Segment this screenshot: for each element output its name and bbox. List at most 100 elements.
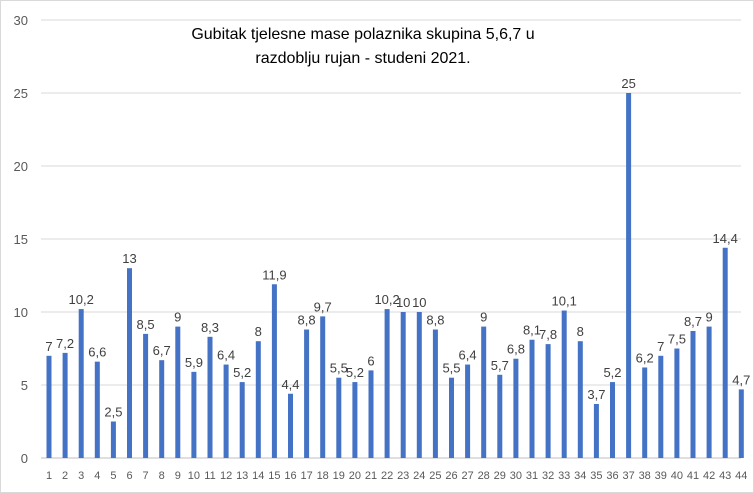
data-label: 5,2 bbox=[233, 365, 251, 380]
x-tick-label: 31 bbox=[526, 470, 538, 482]
data-label: 7 bbox=[657, 339, 664, 354]
bar bbox=[432, 329, 438, 458]
data-label: 14,4 bbox=[713, 231, 738, 246]
bar bbox=[191, 371, 197, 458]
data-label: 10,2 bbox=[69, 292, 94, 307]
data-label: 6,7 bbox=[153, 343, 171, 358]
x-tick-label: 9 bbox=[175, 470, 181, 482]
x-tick-label: 39 bbox=[655, 470, 667, 482]
x-tick-label: 11 bbox=[204, 470, 215, 482]
bar bbox=[271, 284, 277, 458]
x-tick-label: 15 bbox=[268, 470, 280, 482]
y-tick-label: 25 bbox=[14, 86, 28, 101]
x-tick-label: 33 bbox=[558, 470, 570, 482]
chart-title-line2: razdoblju rujan - studeni 2021. bbox=[255, 50, 471, 67]
bar bbox=[368, 370, 374, 458]
data-label: 6 bbox=[367, 353, 374, 368]
bar bbox=[626, 93, 632, 458]
data-label: 8 bbox=[255, 324, 262, 339]
bar bbox=[674, 348, 680, 458]
y-tick-label: 20 bbox=[14, 159, 28, 174]
x-tick-label: 28 bbox=[478, 470, 490, 482]
data-label: 7,5 bbox=[668, 332, 686, 347]
x-tick-label: 4 bbox=[94, 470, 100, 482]
x-tick-label: 35 bbox=[590, 470, 602, 482]
x-tick-label: 37 bbox=[622, 470, 634, 482]
bar bbox=[690, 330, 696, 458]
x-tick-label: 23 bbox=[397, 470, 409, 482]
bar bbox=[78, 309, 84, 458]
data-label: 5,2 bbox=[346, 365, 364, 380]
x-tick-label: 18 bbox=[317, 470, 329, 482]
x-tick-label: 30 bbox=[510, 470, 522, 482]
y-tick-label: 0 bbox=[21, 451, 28, 466]
data-label: 9 bbox=[480, 310, 487, 325]
y-tick-label: 10 bbox=[14, 305, 28, 320]
bar bbox=[255, 341, 261, 458]
data-label: 8,8 bbox=[298, 313, 316, 328]
bar bbox=[336, 377, 342, 458]
x-tick-label: 2 bbox=[62, 470, 68, 482]
data-label: 10 bbox=[412, 295, 426, 310]
x-tick-label: 42 bbox=[703, 470, 715, 482]
data-label: 5,9 bbox=[185, 355, 203, 370]
x-tick-label: 40 bbox=[671, 470, 683, 482]
x-tick-label: 12 bbox=[220, 470, 232, 482]
x-tick-label: 8 bbox=[159, 470, 165, 482]
x-tick-label: 44 bbox=[735, 470, 747, 482]
x-tick-label: 29 bbox=[494, 470, 506, 482]
data-label: 6,4 bbox=[217, 348, 235, 363]
bar bbox=[610, 382, 615, 458]
data-label: 5,2 bbox=[603, 365, 621, 380]
x-tick-label: 5 bbox=[110, 470, 116, 482]
data-label: 6,6 bbox=[88, 345, 106, 360]
bar bbox=[529, 339, 535, 458]
x-tick-label: 26 bbox=[445, 470, 457, 482]
data-label: 13 bbox=[122, 251, 136, 266]
chart-title-line1: Gubitak tjelesne mase polaznika skupina … bbox=[191, 26, 535, 43]
bar bbox=[223, 364, 229, 458]
bar bbox=[706, 326, 712, 458]
data-label: 7 bbox=[45, 339, 52, 354]
y-tick-label: 5 bbox=[21, 378, 28, 393]
data-label: 8,3 bbox=[201, 320, 219, 335]
y-tick-label: 15 bbox=[14, 232, 28, 247]
data-label: 7,2 bbox=[56, 336, 74, 351]
x-tick-label: 16 bbox=[284, 470, 296, 482]
data-label: 8,1 bbox=[523, 323, 541, 338]
x-tick-label: 20 bbox=[349, 470, 361, 482]
data-label: 7,8 bbox=[539, 327, 557, 342]
data-label: 6,4 bbox=[459, 348, 477, 363]
data-label: 8,7 bbox=[684, 314, 702, 329]
x-tick-label: 13 bbox=[236, 470, 248, 482]
x-tick-label: 27 bbox=[461, 470, 473, 482]
data-label: 6,2 bbox=[636, 350, 654, 365]
bar bbox=[352, 382, 358, 458]
bar bbox=[127, 268, 132, 458]
bar bbox=[143, 333, 149, 458]
bar bbox=[400, 312, 406, 458]
x-tick-label: 19 bbox=[333, 470, 345, 482]
x-tick-label: 17 bbox=[300, 470, 312, 482]
data-label: 9 bbox=[174, 310, 181, 325]
data-label: 2,5 bbox=[104, 405, 122, 420]
x-tick-label: 36 bbox=[606, 470, 618, 482]
bar bbox=[207, 336, 213, 458]
bar bbox=[481, 326, 487, 458]
data-label: 9 bbox=[705, 310, 712, 325]
bar bbox=[416, 312, 422, 458]
bar bbox=[642, 367, 648, 458]
data-label: 5,5 bbox=[442, 361, 460, 376]
data-label: 6,8 bbox=[507, 342, 525, 357]
x-tick-label: 24 bbox=[413, 470, 425, 482]
bar bbox=[384, 309, 390, 458]
bar bbox=[722, 247, 728, 458]
x-tick-label: 7 bbox=[143, 470, 149, 482]
data-label: 4,4 bbox=[281, 377, 299, 392]
bar bbox=[577, 341, 583, 458]
bar bbox=[449, 377, 454, 458]
y-tick-label: 30 bbox=[14, 13, 28, 28]
data-label: 5,5 bbox=[330, 361, 348, 376]
